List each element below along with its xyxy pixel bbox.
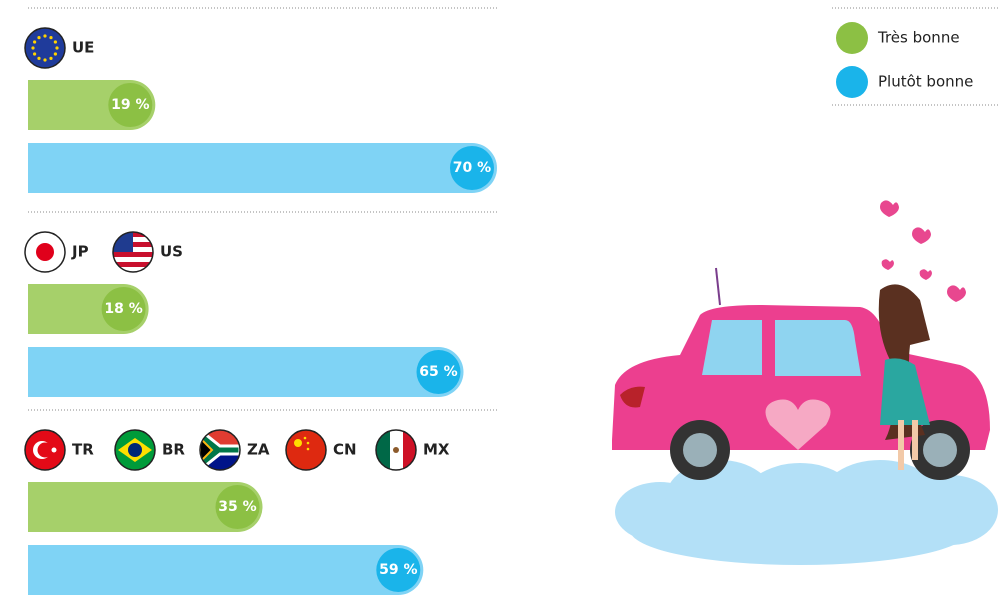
flag-part: [200, 435, 214, 465]
category-label: UE: [72, 39, 94, 57]
value-badge: [215, 485, 260, 529]
flag-part: [113, 257, 153, 262]
flag-body: [286, 430, 326, 470]
flag-part: [53, 40, 57, 44]
bar: [28, 143, 497, 193]
flag-border: [24, 27, 66, 69]
value-label: 70 %: [453, 160, 491, 176]
flag-part: [53, 52, 57, 56]
flag-part: [113, 267, 153, 272]
flag-part: [200, 430, 240, 470]
flag: [375, 429, 417, 471]
flag-part: [286, 430, 326, 470]
category-label: TR: [72, 441, 94, 459]
category-label: BR: [162, 441, 185, 459]
bar: [28, 347, 464, 397]
flag-part: [303, 436, 307, 440]
flag-part: [51, 447, 57, 453]
bar: [28, 545, 424, 595]
flag-border: [112, 231, 154, 273]
legend-swatch: [836, 66, 868, 98]
flag-part: [33, 52, 37, 56]
flag-part: [37, 442, 53, 458]
category-label: MX: [423, 441, 450, 459]
flag-border: [24, 231, 66, 273]
value-badge: [376, 548, 421, 592]
flag: [24, 27, 66, 69]
flag-border: [114, 429, 156, 471]
flag-part: [49, 36, 53, 40]
flag-body: [25, 430, 65, 470]
flag-part: [36, 243, 54, 261]
flag-body: [25, 28, 65, 68]
flag: [114, 429, 156, 471]
flag-part: [113, 252, 153, 257]
flag-part: [49, 56, 53, 60]
flag-part: [393, 447, 399, 453]
value-label: 19 %: [111, 97, 149, 113]
flag-border: [285, 429, 327, 471]
value-label: 18 %: [104, 301, 142, 317]
illustration: [612, 200, 998, 565]
flag-part: [294, 439, 302, 447]
flag-part: [31, 46, 35, 50]
category-label: CN: [333, 441, 357, 459]
flag-border: [24, 429, 66, 471]
value-label: 65 %: [419, 364, 457, 380]
flag-part: [113, 262, 153, 267]
flag: [112, 231, 154, 273]
flag-part: [55, 46, 59, 50]
flag: [24, 231, 66, 273]
value-label: 59 %: [379, 562, 417, 578]
category-label: JP: [71, 243, 89, 261]
legend-label: Plutôt bonne: [878, 73, 973, 91]
flag-border: [199, 429, 241, 471]
flag-border: [375, 429, 417, 471]
legend-swatch: [836, 22, 868, 54]
flag-part: [306, 441, 310, 445]
flag: [285, 429, 327, 471]
category-label: ZA: [247, 441, 270, 459]
flag-part: [128, 443, 142, 457]
flag-part: [37, 56, 41, 60]
flag-part: [37, 36, 41, 40]
flag-body: [200, 430, 240, 470]
flag-part: [376, 430, 390, 470]
flag: [24, 429, 66, 471]
value-badge: [101, 287, 146, 331]
bar: [28, 482, 263, 532]
flag: [199, 429, 241, 471]
value-badge: [450, 146, 494, 190]
flag-part: [43, 58, 47, 62]
value-badge: [108, 83, 153, 127]
category-label: US: [160, 243, 183, 261]
flag-part: [306, 447, 310, 451]
flag-part: [43, 34, 47, 38]
flag-body: [25, 232, 65, 272]
flag-part: [33, 40, 37, 44]
flag-body: [115, 430, 155, 470]
legend-label: Très bonne: [877, 29, 960, 47]
value-label: 35 %: [218, 499, 256, 515]
value-badge: [416, 350, 461, 394]
